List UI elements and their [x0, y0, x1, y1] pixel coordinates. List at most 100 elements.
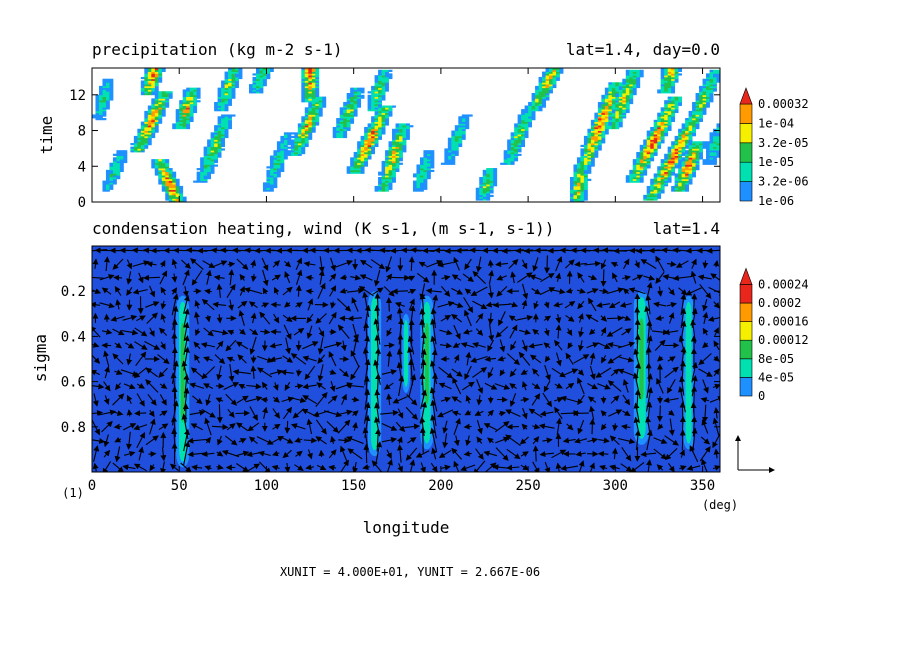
precip-cell [207, 173, 212, 176]
precip-cell [154, 78, 159, 81]
precip-cell [695, 150, 700, 153]
precip-cell [255, 80, 260, 83]
precip-cell [639, 151, 644, 155]
precip-cell [165, 103, 170, 106]
precip-cell [660, 114, 665, 117]
precip-cell [503, 151, 508, 155]
precip-cell [385, 116, 389, 119]
wind-arrow [632, 274, 644, 281]
precip-cell [671, 159, 676, 162]
precip-cell [388, 153, 393, 156]
precip-cell [207, 144, 212, 148]
precip-cell [552, 84, 557, 87]
precip-cell [709, 139, 714, 142]
precip-cell [667, 84, 672, 87]
precip-cell [388, 146, 393, 149]
precip-cell [573, 180, 578, 183]
precip-cell [112, 171, 117, 174]
precip-cell [374, 101, 379, 105]
precip-cell [664, 159, 669, 162]
precip-cell [193, 180, 198, 183]
precip-cell [580, 169, 585, 173]
precip-cell [140, 150, 145, 153]
precip-cell [388, 69, 393, 72]
precip-cell [371, 105, 375, 108]
precip-cell [182, 93, 187, 96]
precip-cell [311, 71, 316, 74]
precip-cell [315, 89, 320, 92]
precip-cell [109, 175, 114, 178]
precip-cell [458, 143, 463, 146]
precip-cell [590, 123, 595, 126]
precip-cell [524, 107, 529, 110]
precip-cell [692, 164, 696, 167]
precip-cell [182, 116, 187, 119]
precip-cell [716, 148, 720, 151]
precip-cell [643, 153, 648, 156]
wind-arrow [418, 261, 427, 268]
precip-cell [597, 114, 602, 117]
precip-cell [528, 112, 532, 115]
precip-cell [709, 151, 714, 155]
precip-cell [259, 71, 264, 74]
precip-cell [667, 164, 672, 167]
precip-cell [374, 126, 379, 130]
precip-cell [709, 100, 714, 103]
precip-cell [311, 116, 316, 119]
precip-colorbar-segment [739, 161, 753, 182]
precip-cell [252, 76, 257, 80]
precip-cell [660, 126, 665, 130]
precip-cell [618, 96, 623, 99]
precip-cell [182, 196, 187, 199]
precip-cell [374, 130, 379, 133]
precip-cell [611, 107, 616, 110]
precip-cell [315, 101, 320, 105]
precip-cell [283, 134, 288, 137]
precip-cell [618, 112, 623, 115]
precip-cell [650, 139, 655, 142]
precip-cell [629, 175, 634, 178]
precip-cell [622, 100, 627, 103]
precip-cell [611, 103, 616, 106]
precip-cell [674, 187, 679, 190]
precip-cell [116, 168, 121, 171]
precip-cell [667, 78, 672, 81]
precip-cell [318, 109, 323, 112]
precip-cell [650, 184, 655, 187]
wind-arrow [472, 270, 486, 285]
precip-cell [709, 137, 714, 140]
precip-cell [538, 109, 543, 112]
precip-cell [308, 69, 313, 72]
precip-cell [664, 80, 669, 83]
precip-cell [224, 91, 229, 94]
precip-cell [221, 91, 225, 94]
precip-cell [385, 164, 389, 167]
precip-cell [597, 110, 602, 114]
precip-cell [583, 166, 588, 169]
precip-cell [604, 128, 609, 131]
precip-cell [249, 84, 253, 87]
precip-cell [636, 73, 641, 76]
precip-cell [419, 160, 424, 164]
wind-arrow [437, 261, 453, 268]
precip-cell [653, 125, 658, 128]
wind-arrow [597, 450, 609, 457]
precip-cell [207, 139, 212, 142]
precip-cell [716, 151, 720, 155]
precip-cell [412, 189, 417, 192]
precip-cell [385, 178, 389, 181]
precip-cell [688, 160, 693, 164]
heating-colorbar-segment [739, 302, 753, 322]
precip-cell [646, 135, 651, 139]
precip-cell [653, 146, 658, 149]
precip-cell [667, 89, 672, 92]
precip-cell [304, 107, 309, 110]
precip-cell [388, 184, 393, 187]
precip-cell [322, 103, 327, 106]
precip-cell [678, 175, 683, 178]
heating-column-mid [685, 301, 692, 444]
precip-cell [461, 130, 466, 133]
precip-cell [611, 101, 616, 105]
precip-cell [451, 155, 456, 158]
precip-cell [685, 185, 689, 189]
